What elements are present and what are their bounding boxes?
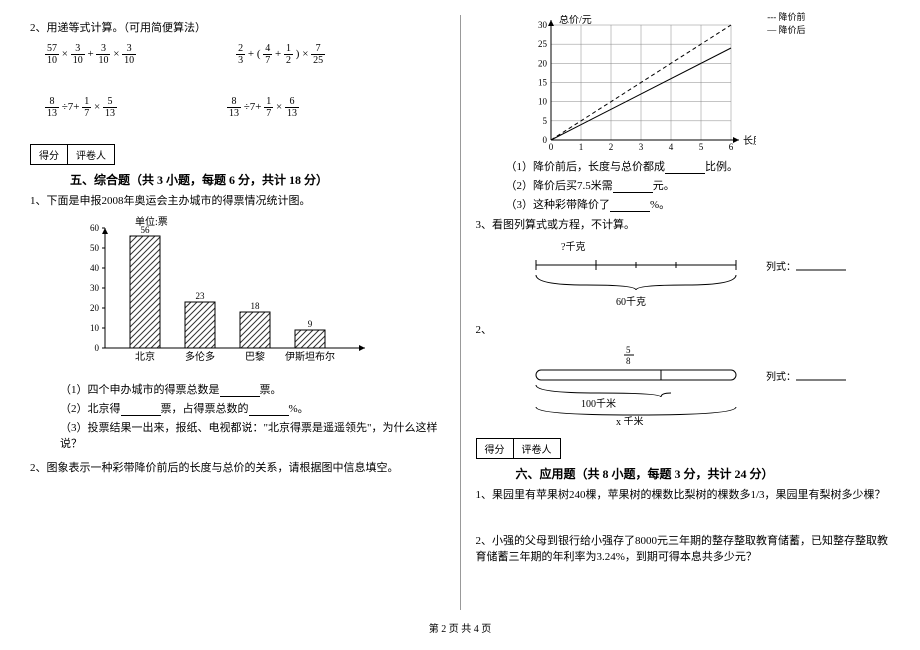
q5-1c: （3）投票结果一出来，报纸、电视都说："北京得票是遥遥领先"，为什么这样说？ (60, 419, 445, 451)
bar-chart: 单位:票010203040506056北京23多伦多18巴黎9伊斯坦布尔 (70, 213, 370, 373)
svg-text:长度/米: 长度/米 (743, 134, 756, 147)
svg-text:100千米: 100千米 (581, 397, 616, 410)
svg-text:30: 30 (538, 20, 548, 30)
d2-title: 2、 (476, 321, 891, 337)
r1a: （1）降价前后，长度与总价都成比例。 (506, 158, 891, 174)
svg-text:列式：: 列式： (766, 260, 796, 273)
svg-text:20: 20 (90, 303, 100, 313)
diagram-2: 5 8 100千米 x 千米 列式： (526, 345, 891, 428)
svg-text:50: 50 (90, 243, 100, 253)
r1b: （2）降价后买7.5米需元。 (506, 177, 891, 193)
svg-text:5: 5 (626, 345, 631, 355)
svg-text:3: 3 (638, 142, 643, 152)
svg-text:伊斯坦布尔: 伊斯坦布尔 (285, 350, 335, 363)
svg-text:20: 20 (538, 58, 548, 68)
svg-text:15: 15 (538, 78, 548, 88)
svg-text:40: 40 (90, 263, 100, 273)
q6-2: 2、小强的父母到银行给小强存了8000元三年期的整存整取教育储蓄，已知整存整取教… (476, 532, 891, 564)
svg-text:0: 0 (95, 343, 100, 353)
svg-text:6: 6 (728, 142, 733, 152)
eq1: 5710 × 310 + 310 × 310 (45, 43, 136, 66)
eq-row-1: 5710 × 310 + 310 × 310 23 + ( 47 + 12 ) … (45, 43, 445, 66)
svg-text:30: 30 (90, 283, 100, 293)
svg-text:56: 56 (141, 225, 151, 235)
svg-text:0: 0 (548, 142, 553, 152)
line-chart: 0 1 2 3 4 5 6 0 5 10 15 20 25 30 总价/元长度/米 (526, 15, 756, 155)
svg-text:列式：: 列式： (766, 370, 796, 383)
svg-text:18: 18 (251, 301, 261, 311)
score-box-2: 得分评卷人 (476, 438, 561, 459)
eq-row-2: 813 ÷7+ 17 × 513 813 ÷7+ 17 × 613 (45, 96, 445, 119)
section-6-title: 六、应用题（共 8 小题，每题 3 分，共计 24 分） (516, 465, 891, 482)
q2-title: 2、用递等式计算。（可用简便算法） (30, 19, 445, 35)
line-chart-wrap: 0123456051015202530总价/元长度/米 --- 降价前 — 降价… (526, 15, 756, 155)
svg-text:5: 5 (542, 116, 547, 126)
q5-1a: （1）四个申办城市的得票总数是票。 (60, 381, 445, 397)
svg-text:10: 10 (90, 323, 100, 333)
q3: 3、看图列算式或方程，不计算。 (476, 216, 891, 232)
svg-text:25: 25 (538, 39, 548, 49)
svg-text:2: 2 (608, 142, 613, 152)
page-footer: 第 2 页 共 4 页 (15, 620, 905, 635)
r1c: （3）这种彩带降价了%。 (506, 196, 891, 212)
q5-1: 1、下面是申报2008年奥运会主办城市的得票情况统计图。 (30, 192, 445, 208)
q5-2: 2、图象表示一种彩带降价前后的长度与总价的关系，请根据图中信息填空。 (30, 459, 445, 475)
svg-text:总价/元: 总价/元 (559, 15, 592, 26)
svg-text:23: 23 (196, 291, 206, 301)
svg-text:4: 4 (668, 142, 673, 152)
legend: --- 降价前 — 降价后 (767, 10, 805, 36)
eq3: 813 ÷7+ 17 × 513 (45, 96, 117, 119)
svg-text:8: 8 (626, 356, 631, 366)
svg-text:巴黎: 巴黎 (245, 350, 265, 363)
eq2: 23 + ( 47 + 12 ) × 725 (236, 43, 325, 66)
svg-text:60千克: 60千克 (616, 296, 646, 308)
svg-text:10: 10 (538, 97, 548, 107)
svg-text:0: 0 (542, 135, 547, 145)
score-box: 得分评卷人 (30, 144, 115, 165)
q5-1b: （2）北京得票，占得票总数的%。 (60, 400, 445, 416)
svg-text:1: 1 (578, 142, 583, 152)
section-5-title: 五、综合题（共 3 小题，每题 6 分，共计 18 分） (70, 171, 445, 188)
eq4: 813 ÷7+ 17 × 613 (227, 96, 299, 119)
svg-text:9: 9 (308, 319, 313, 329)
svg-text:?千克: ?千克 (561, 241, 585, 253)
svg-text:北京: 北京 (135, 350, 155, 363)
svg-text:60: 60 (90, 223, 100, 233)
q6-1: 1、果园里有苹果树240棵，苹果树的棵数比梨树的棵数多1/3，果园里有梨树多少棵… (476, 486, 891, 502)
svg-text:多伦多: 多伦多 (185, 350, 215, 363)
diagram-1: ?千克 60千克 列式： (526, 240, 891, 313)
svg-text:x 千米: x 千米 (616, 415, 644, 425)
svg-text:5: 5 (698, 142, 703, 152)
